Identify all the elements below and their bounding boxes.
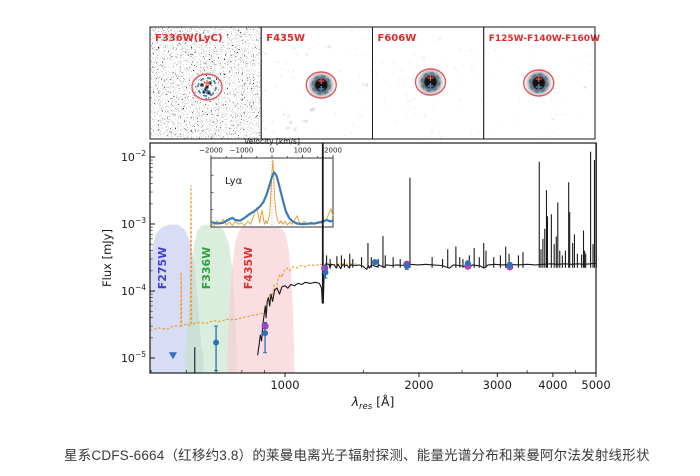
observed-photometry-point (371, 259, 378, 266)
inset-tick-label: −1000 (230, 147, 254, 155)
filter-bandpasses: F275W F336W F435W (149, 224, 295, 373)
observed-photometry-point (506, 261, 513, 268)
x-axis-title: λres [Å] (351, 394, 395, 412)
aperture-outer-circle (305, 71, 337, 99)
model-spectrum (257, 262, 597, 356)
center-cross-blue (318, 86, 325, 92)
observed-photometry-point (262, 330, 269, 337)
bandpass-label-F435W: F435W (242, 247, 255, 290)
sed-plot: F275W F336W F435W −2000 −1000 0 1000 2000 Veloci… (100, 137, 611, 412)
cutout-panel-F606W: F606W (372, 26, 485, 140)
center-cross-red (204, 80, 210, 86)
cutout-label: F336W(LyC) (155, 33, 222, 44)
x-tick-label: 4000 (538, 378, 567, 392)
photometry-observed-points (213, 259, 513, 372)
faint-detection-pixels (207, 91, 211, 95)
observed-spectrum (149, 185, 359, 331)
cutout-label: F435W (266, 33, 305, 44)
center-cross-blue (204, 88, 210, 94)
center-cross-blue (427, 83, 434, 89)
inset-line-label: Lyα (225, 176, 243, 187)
x-tick-label: 2000 (404, 378, 433, 392)
inset-series-observed_noisy (210, 160, 334, 227)
observed-photometry-point (322, 269, 329, 276)
inset-tick-label: 2000 (324, 147, 342, 155)
plot-frame (149, 142, 597, 374)
aperture-outer-circle (523, 69, 555, 97)
inset-tick-label: 0 (270, 147, 274, 155)
inset-tick-label: −2000 (199, 147, 223, 155)
bandpass-F435W (227, 224, 295, 373)
center-cross-red (427, 75, 434, 81)
emission-lines (326, 143, 597, 268)
photometry-model-points (261, 260, 514, 330)
figure-caption: 星系CDFS-6664（红移约3.8）的莱曼电离光子辐射探测、能量光谱分布和莱曼… (64, 448, 650, 463)
x-tick-label: 5000 (581, 378, 610, 392)
lyman-alpha-inset: −2000 −1000 0 1000 2000 Velocity [km/s] Lyα (199, 137, 342, 228)
bandpass-F336W (185, 224, 237, 373)
observed-photometry-point (403, 263, 410, 270)
aperture-outer-circle (414, 68, 447, 96)
center-cross-blue (535, 84, 542, 90)
observed-photometry-point (213, 339, 220, 346)
cutout-panel-F336W(LyC): F336W(LyC) (149, 26, 262, 140)
upper-limit-triangle (168, 352, 177, 360)
bandpass-label-F336W: F336W (200, 247, 213, 290)
aperture-inner-dashed-circle (197, 77, 217, 97)
y-tick-label: 10−3 (121, 216, 146, 231)
cutout-panels-row: F336W(LyC) F435W F606W F125W-F140W-F160W (149, 26, 600, 140)
center-cross-red (535, 76, 542, 82)
cutout-label: F606W (378, 33, 417, 44)
x-tick-label: 3000 (483, 378, 512, 392)
y-tick-label: 10−5 (121, 350, 146, 365)
inset-series-lya_profile_smooth (210, 171, 334, 226)
aperture-inner-dashed-circle (420, 72, 441, 92)
aperture-inner-dashed-circle (528, 73, 549, 93)
aperture-outer-circle (191, 73, 223, 101)
cutout-panel-F125W-F140W-F160W: F125W-F140W-F160W (483, 26, 600, 140)
observed-photometry-point (464, 260, 471, 267)
aperture-inner-dashed-circle (311, 75, 332, 95)
y-axis-title: Flux [mJy] (100, 229, 114, 287)
inset-axis-title: Velocity [km/s] (244, 137, 300, 146)
y-tick-label: 10−2 (121, 149, 146, 164)
plot-axes: 1000 2000 3000 4000 5000 10−2 10−3 10−4 10−5 Flux… (100, 142, 611, 412)
inset-tick-label: 1000 (294, 147, 312, 155)
y-tick-label: 10−4 (121, 283, 146, 298)
x-tick-label: 1000 (270, 378, 299, 392)
cutout-frame (483, 26, 596, 140)
bandpass-label-F275W: F275W (156, 247, 169, 290)
faint-detection-pixels (202, 90, 206, 94)
faint-detection-pixels (204, 87, 208, 91)
faint-detection-pixels (205, 85, 209, 89)
center-cross-red (318, 78, 325, 84)
faint-detection-pixels (200, 83, 204, 87)
cutout-panel-F435W: F435W (260, 26, 373, 140)
cutout-label: F125W-F140W-F160W (489, 34, 600, 44)
